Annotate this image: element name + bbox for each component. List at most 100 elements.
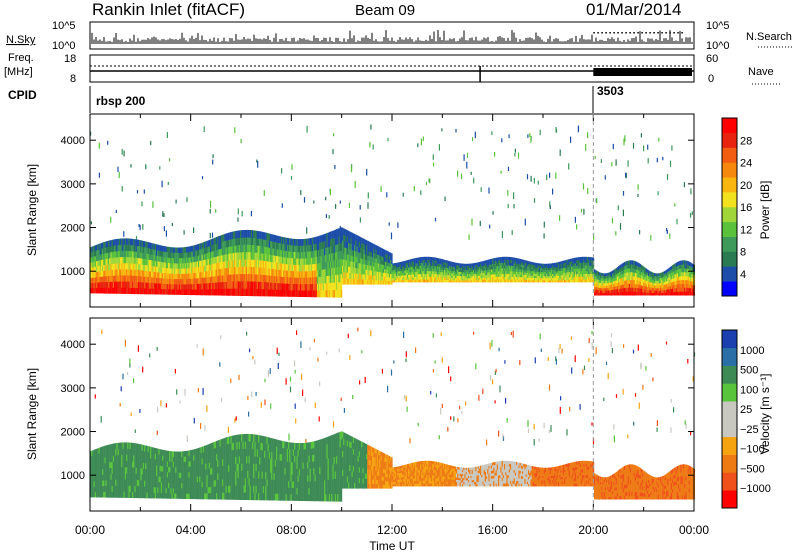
power-echo-cell <box>398 273 400 276</box>
power-echo-cell <box>315 270 317 278</box>
power-echo-cell <box>99 282 101 288</box>
power-echo-cell <box>165 262 167 268</box>
power-echo-cell <box>624 280 626 285</box>
power-echo-cell <box>217 275 219 283</box>
power-echo-cell <box>304 238 307 246</box>
power-echo-cell <box>585 270 587 274</box>
power-echo-cell <box>513 257 515 261</box>
power-echo-cell <box>249 259 251 267</box>
power-echo-cell <box>330 275 332 283</box>
power-echo-cell <box>607 285 609 289</box>
power-noise-cell <box>546 174 548 181</box>
power-echo-cell <box>670 272 673 276</box>
nsearch-sample <box>657 32 659 34</box>
power-echo-cell <box>151 254 153 261</box>
power-echo-cell <box>505 276 507 280</box>
power-echo-cell <box>330 282 332 291</box>
power-echo-cell <box>490 269 493 273</box>
power-noise-cell <box>463 154 465 161</box>
power-echo-cell <box>378 275 380 281</box>
power-noise-cell <box>121 148 123 155</box>
power-echo-cell <box>216 269 218 277</box>
power-echo-cell <box>199 283 201 290</box>
power-echo-cell <box>222 241 224 249</box>
power-echo-cell <box>344 265 346 273</box>
power-echo-cell <box>150 242 152 249</box>
power-echo-cell <box>100 265 103 272</box>
power-echo-cell <box>98 276 100 283</box>
power-echo-cell <box>372 261 374 267</box>
power-echo-cell <box>526 275 529 278</box>
power-echo-cell <box>571 266 573 270</box>
power-echo-cell <box>440 258 442 262</box>
power-noise-cell <box>130 164 132 168</box>
power-echo-cell <box>634 276 637 281</box>
power-echo-cell <box>290 290 292 297</box>
power-echo-cell <box>380 268 382 273</box>
power-echo-cell <box>331 245 333 254</box>
power-echo-cell <box>412 269 415 272</box>
power-echo-cell <box>272 261 274 270</box>
power-echo-cell <box>312 283 314 291</box>
power-noise-cell <box>583 208 585 215</box>
power-echo-cell <box>238 230 241 238</box>
power-echo-cell <box>417 268 419 272</box>
power-echo-cell <box>109 287 111 294</box>
power-echo-cell <box>502 262 505 266</box>
power-echo-cell <box>400 277 403 281</box>
power-echo-cell <box>301 283 303 291</box>
power-echo-cell <box>116 287 118 294</box>
power-echo-cell <box>391 267 393 271</box>
power-noise-cell <box>500 170 502 174</box>
power-noise-cell <box>203 126 205 133</box>
power-echo-cell <box>96 255 98 262</box>
power-echo-cell <box>226 240 229 248</box>
power-echo-cell <box>265 239 267 247</box>
power-noise-cell <box>627 160 629 167</box>
power-echo-cell <box>434 273 436 277</box>
power-echo-cell <box>144 288 146 295</box>
power-echo-cell <box>340 242 343 251</box>
power-echo-cell <box>120 263 122 270</box>
power-echo-cell <box>292 277 295 284</box>
power-echo-cell <box>332 267 334 276</box>
power-echo-cell <box>618 269 620 273</box>
power-echo-cell <box>598 290 601 293</box>
power-echo-cell <box>427 259 429 263</box>
power-echo-cell <box>157 266 159 273</box>
power-echo-cell <box>427 268 429 272</box>
power-echo-cell <box>220 281 223 289</box>
power-echo-cell <box>402 263 404 267</box>
power-echo-cell <box>470 265 472 268</box>
power-echo-cell <box>579 276 581 280</box>
power-echo-cell <box>544 276 547 279</box>
power-echo-cell <box>566 262 568 265</box>
power-echo-cell <box>644 286 646 290</box>
power-noise-cell <box>611 217 614 224</box>
power-echo-cell <box>157 255 159 262</box>
nsearch-sample <box>661 32 663 34</box>
power-echo-cell <box>616 289 619 293</box>
power-echo-cell <box>337 259 339 268</box>
power-echo-cell <box>337 228 339 237</box>
power-echo-cell <box>433 276 435 280</box>
power-echo-cell <box>456 275 458 279</box>
power-echo-cell <box>484 265 487 268</box>
power-echo-cell <box>194 256 196 262</box>
power-echo-cell <box>459 267 461 270</box>
power-echo-cell <box>666 289 668 293</box>
power-echo-cell <box>478 264 481 267</box>
power-echo-cell <box>516 268 518 272</box>
power-echo-cell <box>97 282 99 288</box>
power-echo-cell <box>261 260 263 268</box>
power-echo-cell <box>423 276 425 280</box>
power-echo-cell <box>662 282 664 286</box>
power-echo-cell <box>369 251 371 257</box>
power-echo-cell <box>409 277 411 280</box>
power-echo-cell <box>634 280 637 285</box>
power-echo-cell <box>171 263 173 269</box>
power-echo-cell <box>158 255 160 262</box>
power-echo-cell <box>294 245 296 252</box>
power-echo-cell <box>538 278 541 281</box>
power-echo-cell <box>387 258 389 263</box>
